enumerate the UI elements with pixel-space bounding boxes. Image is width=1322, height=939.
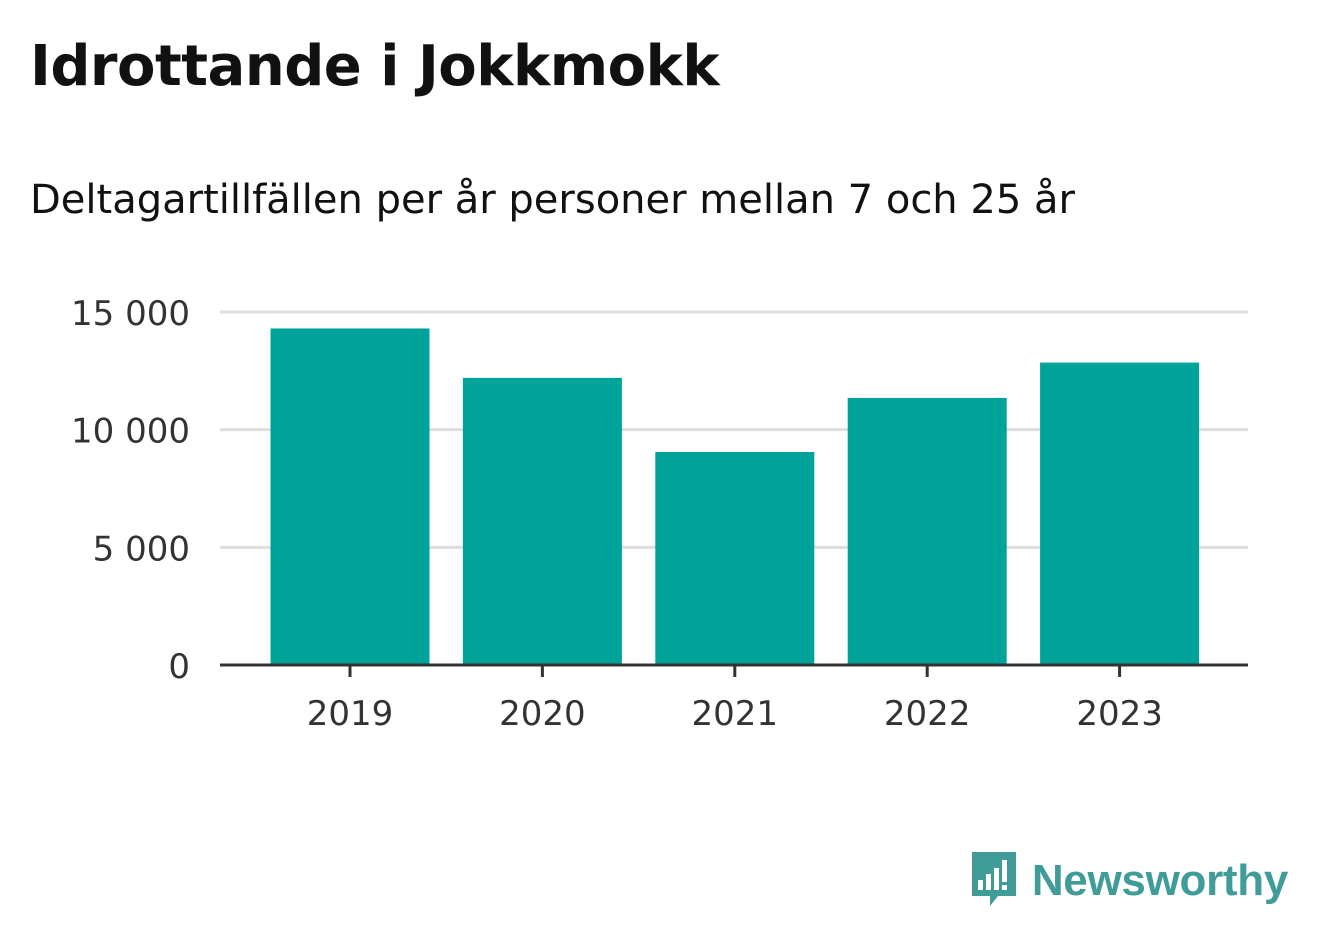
bar-2019: [270, 328, 430, 665]
bars: [270, 328, 1200, 665]
bar-2021: [655, 452, 815, 665]
x-tick-label: 2019: [307, 694, 394, 734]
x-tick-label: 2021: [692, 694, 779, 734]
y-tick-label: 15 000: [71, 294, 190, 334]
x-tick-labels: 2019 2020 2021 2022 2023: [307, 694, 1163, 734]
brand: Newsworthy: [968, 848, 1288, 914]
bar-2023: [1040, 362, 1200, 665]
x-axis: [220, 663, 1248, 677]
chart-title: Idrottande i Jokkmokk: [30, 34, 720, 99]
y-tick-label: 0: [168, 647, 190, 687]
x-tick-label: 2022: [884, 694, 971, 734]
y-tick-label: 5 000: [93, 529, 190, 569]
chart-subtitle: Deltagartillfällen per år personer mella…: [30, 177, 1075, 223]
bar-chart: 0 5 000 10 000 15 000 2019 2020 2021 2022 2023: [71, 294, 1248, 734]
x-tick-label: 2020: [499, 694, 586, 734]
bar-2020: [462, 377, 622, 665]
y-tick-label: 10 000: [71, 412, 190, 452]
bar-2022: [847, 397, 1007, 665]
newsworthy-logo-icon: [968, 848, 1020, 914]
x-tick-label: 2023: [1076, 694, 1163, 734]
y-tick-labels: 0 5 000 10 000 15 000: [71, 294, 190, 687]
brand-name: Newsworthy: [1031, 856, 1288, 905]
